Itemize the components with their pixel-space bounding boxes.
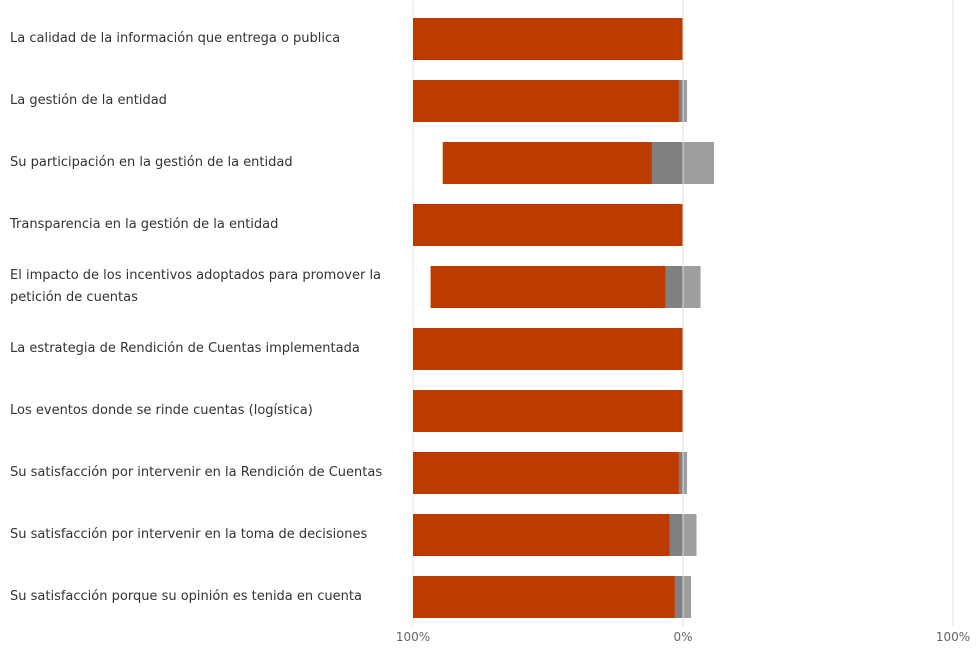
bar-primary-2 [442,142,652,184]
bar-primary-1 [413,80,679,122]
bar-neutral-right-8 [683,514,697,556]
bar-neutral-right-9 [683,576,692,618]
bar-neutral-right-1 [683,80,688,122]
category-label-8: Su satisfacción por intervenir en la tom… [10,527,368,542]
x-tick-label-2: 100% [936,630,970,644]
category-label-0: La calidad de la información que entrega… [10,31,341,46]
bar-neutral-right-7 [683,452,688,494]
bar-primary-4 [430,266,666,308]
bar-neutral-left-1 [678,80,683,122]
category-label-7: Su satisfacción por intervenir en la Ren… [10,465,383,480]
bar-primary-3 [413,204,683,246]
category-label-3: Transparencia en la gestión de la entida… [10,217,279,232]
x-tick-label-1: 0% [673,630,692,644]
bar-neutral-left-2 [651,142,683,184]
category-label-2: Su participación en la gestión de la ent… [10,155,293,170]
bar-primary-0 [413,18,683,60]
category-label-1: La gestión de la entidad [10,93,167,108]
x-tick-label-0: 100% [396,630,430,644]
category-label-9: Su satisfacción porque su opinión es ten… [10,589,362,604]
bar-primary-9 [413,576,675,618]
category-label-5: La estrategia de Rendición de Cuentas im… [10,341,360,356]
bar-neutral-right-2 [683,142,715,184]
category-label-4: El impacto de los incentivos adoptados p… [10,268,382,305]
bar-neutral-right-4 [683,266,701,308]
bar-primary-6 [413,390,683,432]
category-label-6: Los eventos donde se rinde cuentas (logí… [10,403,313,418]
bar-neutral-left-4 [665,266,683,308]
bar-neutral-left-7 [678,452,683,494]
bar-neutral-left-9 [674,576,683,618]
bar-primary-5 [413,328,683,370]
bar-primary-7 [413,452,679,494]
bar-primary-8 [413,514,670,556]
bar-neutral-left-8 [669,514,683,556]
